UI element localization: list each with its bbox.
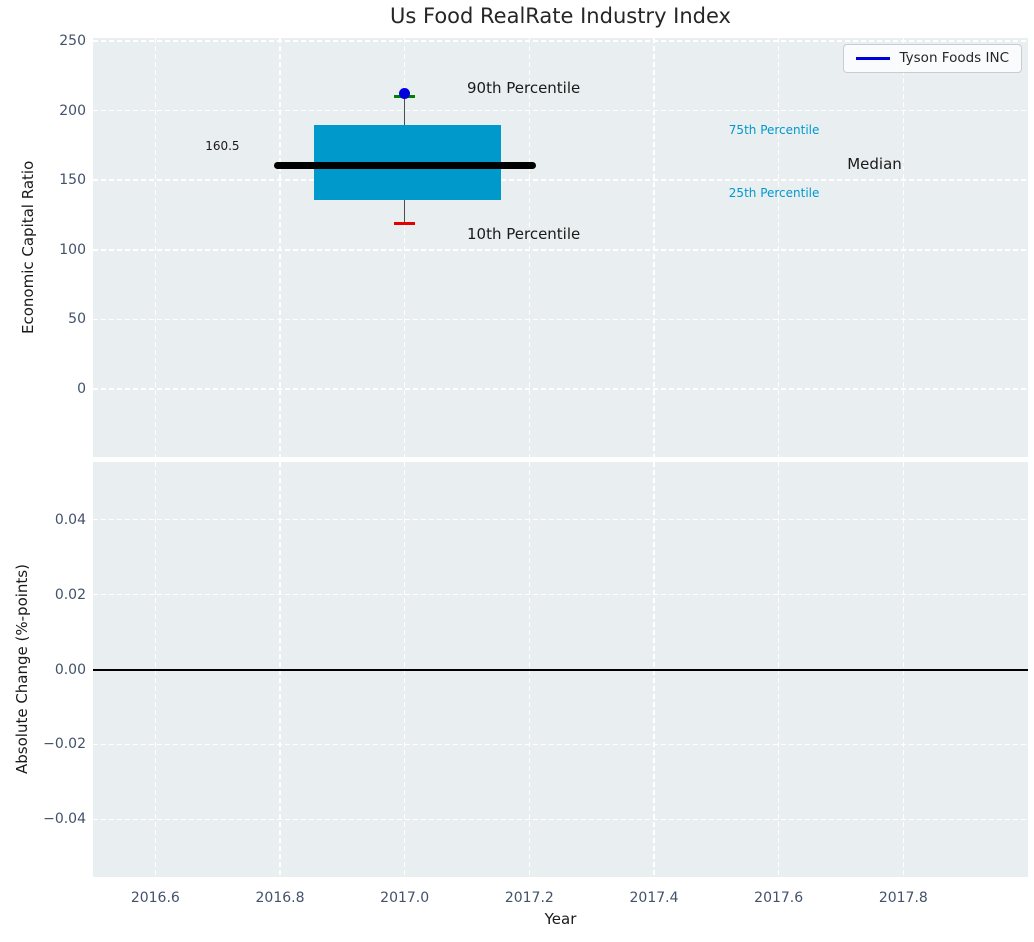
- ytick-label: 200: [59, 102, 86, 119]
- grid-line-h: [93, 388, 1028, 390]
- grid-line-h: [93, 743, 1028, 746]
- p10-cap: [394, 221, 416, 225]
- top-plot-area: 160.5 90th Percentile 10th Percentile 75th …: [93, 38, 1028, 457]
- grid-line-h: [93, 109, 1028, 112]
- annotation-median-value: 160.5: [205, 139, 240, 154]
- legend-line-swatch: [855, 56, 890, 60]
- annotation-p75-label: 75th Percentile: [728, 123, 820, 138]
- ytick-label: 0.00: [54, 661, 86, 678]
- legend: Tyson Foods INC: [842, 44, 1022, 73]
- annotation-p90-label: 90th Percentile: [467, 79, 581, 98]
- ytick-label: 50: [68, 311, 86, 328]
- grid-line-h: [93, 318, 1028, 321]
- annotation-p10-label: 10th Percentile: [467, 224, 581, 243]
- grid-line-v: [528, 38, 531, 457]
- grid-line-h: [93, 40, 1028, 42]
- grid-line-v: [902, 38, 905, 457]
- zero-line: [93, 668, 1028, 671]
- grid-line-h: [93, 518, 1028, 521]
- ytick-label: −0.02: [43, 736, 86, 753]
- annotation-median-label: Median: [847, 154, 902, 173]
- grid-line-h: [93, 593, 1028, 596]
- annotation-p25-label: 25th Percentile: [728, 185, 820, 200]
- xtick-label: 2016.6: [130, 890, 180, 906]
- xtick-label: 2017.0: [380, 890, 430, 906]
- x-axis-label: Year: [544, 910, 577, 928]
- company-point: [399, 88, 411, 100]
- ytick-label: −0.04: [43, 811, 86, 828]
- ytick-label: 150: [59, 172, 86, 189]
- ytick-label: 100: [59, 241, 86, 258]
- grid-line-h: [93, 179, 1028, 181]
- grid-line-v: [279, 38, 281, 457]
- grid-line-v: [777, 38, 780, 457]
- grid-line-v: [403, 38, 406, 457]
- ytick-label: 0: [77, 380, 86, 397]
- grid-line-v: [154, 38, 157, 457]
- ytick-label: 250: [59, 33, 86, 50]
- grid-line-v: [653, 38, 655, 457]
- ytick-label: 0.04: [54, 511, 86, 528]
- bottom-plot-area: [93, 462, 1028, 877]
- chart-title: Us Food RealRate Industry Index: [390, 4, 731, 28]
- xtick-label: 2017.8: [878, 890, 928, 906]
- grid-line-h: [93, 249, 1028, 251]
- xtick-label: 2017.4: [629, 890, 679, 906]
- median-line: [273, 162, 536, 170]
- legend-label: Tyson Foods INC: [899, 50, 1009, 66]
- xtick-label: 2016.8: [255, 890, 305, 906]
- xtick-label: 2017.6: [754, 890, 804, 906]
- ytick-label: 0.02: [54, 586, 86, 603]
- grid-line-h: [93, 818, 1028, 821]
- xtick-label: 2017.2: [504, 890, 554, 906]
